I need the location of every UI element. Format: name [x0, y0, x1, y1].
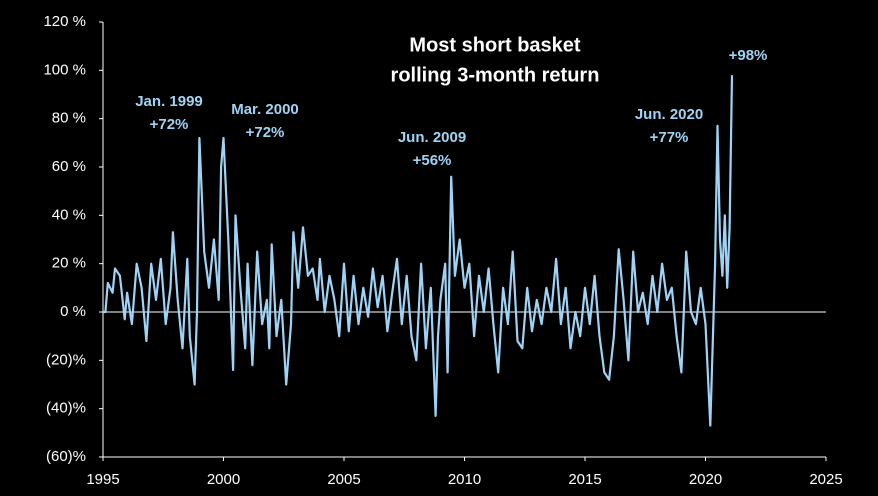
x-tick-label: 2020: [689, 471, 722, 488]
y-tick-label: (40)%: [46, 400, 86, 417]
annotation-date: Jun. 2020: [635, 106, 703, 123]
annotation-date: Jun. 2009: [398, 129, 466, 146]
y-tick-label: 60 %: [52, 158, 86, 175]
annotation-label: +56%: [413, 152, 452, 169]
annotation-label: +77%: [650, 129, 689, 146]
y-tick-label: (60)%: [46, 448, 86, 465]
y-tick-label: 120 %: [43, 13, 86, 30]
x-tick-label: 1995: [86, 471, 119, 488]
y-tick-label: (20)%: [46, 351, 86, 368]
y-tick-label: 20 %: [52, 255, 86, 272]
x-tick-label: 2005: [327, 471, 360, 488]
chart-title: Most short basket: [409, 34, 580, 56]
annotation-date: Jan. 1999: [135, 93, 203, 110]
y-tick-label: 40 %: [52, 206, 86, 223]
x-tick-label: 2010: [448, 471, 481, 488]
x-tick-label: 2000: [207, 471, 240, 488]
x-tick-label: 2015: [568, 471, 601, 488]
annotation-date: Mar. 2000: [231, 101, 299, 118]
x-tick-label: 2025: [809, 471, 842, 488]
annotation-label: +72%: [150, 116, 189, 133]
y-tick-label: 0 %: [60, 303, 86, 320]
y-tick-label: 80 %: [52, 110, 86, 127]
data-line: [103, 75, 734, 427]
annotation-label: +72%: [246, 124, 285, 141]
annotation-label: +98%: [729, 47, 768, 64]
chart-title: rolling 3-month return: [391, 64, 600, 86]
y-tick-label: 100 %: [43, 61, 86, 78]
